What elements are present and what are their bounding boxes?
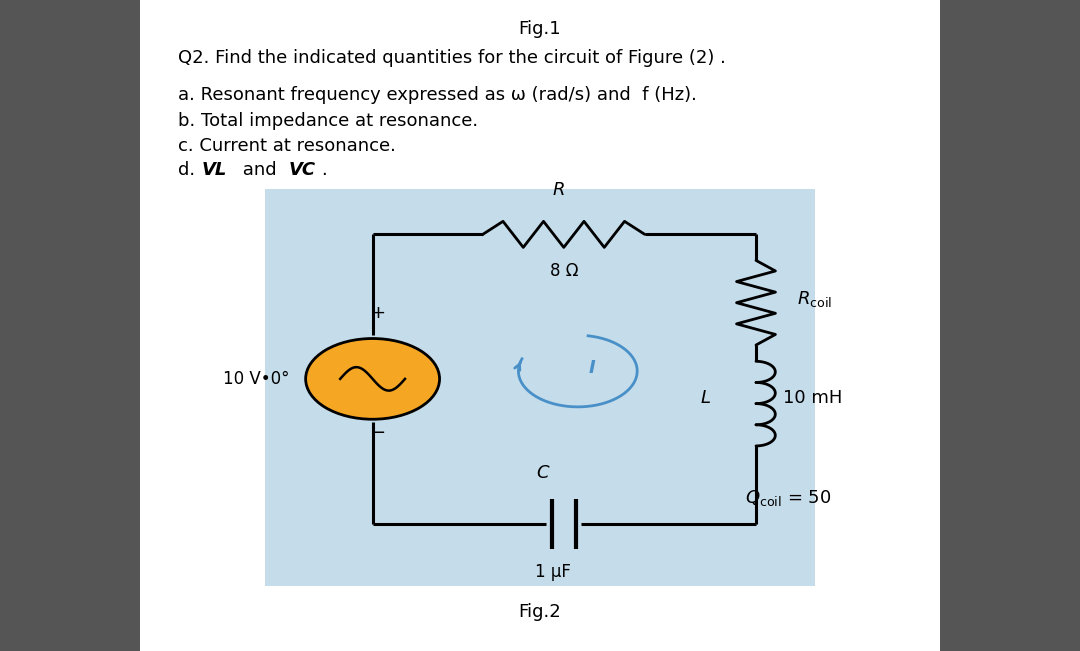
Text: VC: VC [288, 161, 315, 180]
Text: b. Total impedance at resonance.: b. Total impedance at resonance. [178, 112, 478, 130]
Text: $R_{\mathrm{coil}}$: $R_{\mathrm{coil}}$ [797, 290, 832, 309]
FancyBboxPatch shape [140, 0, 940, 651]
Circle shape [306, 339, 440, 419]
Text: 8 Ω: 8 Ω [550, 262, 578, 280]
Text: 10 mH: 10 mH [783, 389, 842, 408]
Text: L: L [701, 389, 711, 408]
Text: −: − [370, 424, 386, 443]
Text: 10 V•0°: 10 V•0° [222, 370, 289, 388]
Text: R: R [552, 180, 565, 199]
Text: .: . [321, 161, 326, 180]
Text: +: + [370, 304, 386, 322]
Text: Fig.2: Fig.2 [518, 603, 562, 622]
Text: c. Current at resonance.: c. Current at resonance. [178, 137, 396, 155]
Text: I: I [589, 359, 595, 377]
FancyBboxPatch shape [265, 189, 815, 586]
Text: VL: VL [202, 161, 227, 180]
Text: 1 μF: 1 μF [535, 563, 571, 581]
Text: C: C [536, 464, 549, 482]
Text: and: and [237, 161, 282, 180]
Text: Q2. Find the indicated quantities for the circuit of Figure (2) .: Q2. Find the indicated quantities for th… [178, 49, 726, 67]
Text: Fig.1: Fig.1 [518, 20, 562, 38]
Text: a. Resonant frequency expressed as ω (rad/s) and  f (Hz).: a. Resonant frequency expressed as ω (ra… [178, 86, 697, 104]
Text: d.: d. [178, 161, 201, 180]
Text: $Q_{\mathrm{coil}}$ = 50: $Q_{\mathrm{coil}}$ = 50 [745, 488, 832, 508]
